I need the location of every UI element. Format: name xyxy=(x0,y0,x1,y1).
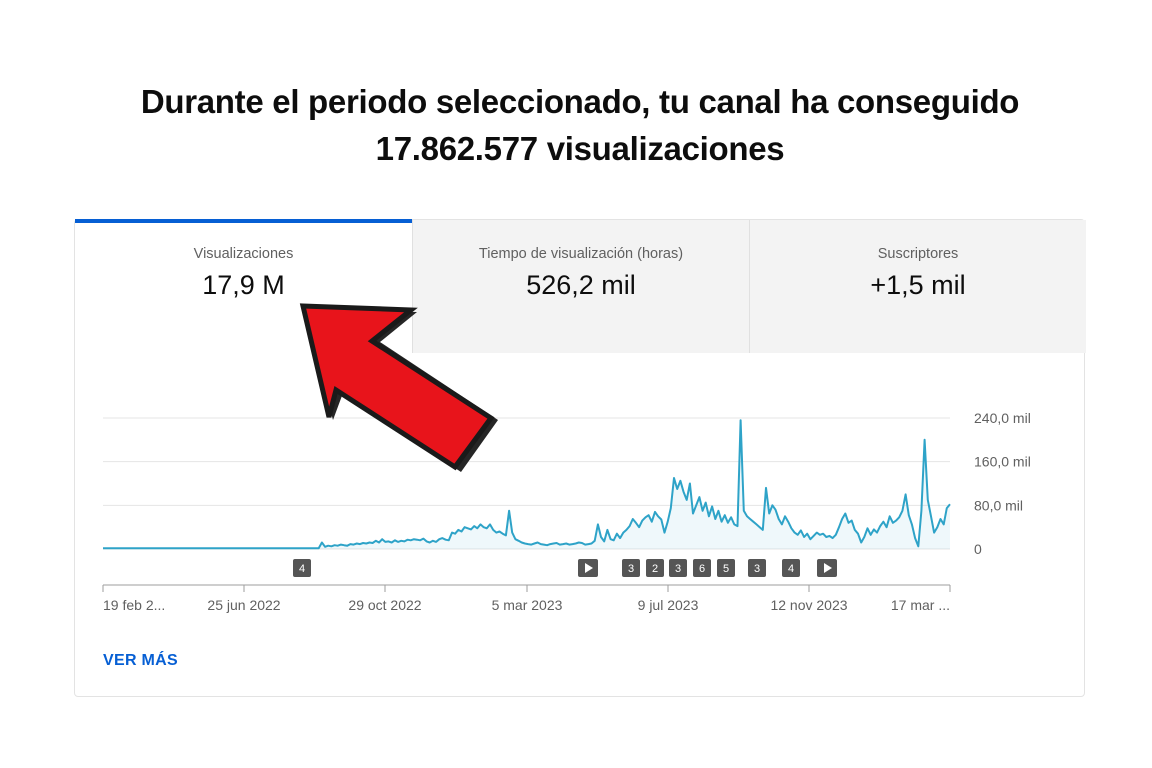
x-tick-label: 5 mar 2023 xyxy=(492,597,563,613)
x-tick-label: 9 jul 2023 xyxy=(638,597,699,613)
tab-subscribers[interactable]: Suscriptores +1,5 mil xyxy=(749,220,1086,353)
headline-line-2: 17.862.577 visualizaciones xyxy=(375,130,785,167)
marker-count: 6 xyxy=(699,563,705,575)
play-icon xyxy=(824,563,832,573)
views-line xyxy=(103,419,951,550)
video-play-marker[interactable] xyxy=(578,559,598,577)
play-icon xyxy=(585,563,593,573)
video-count-marker[interactable]: 4 xyxy=(293,559,311,577)
tab-subscribers-value: +1,5 mil xyxy=(870,270,966,300)
tab-watch-time-value: 526,2 mil xyxy=(526,270,636,300)
tab-subscribers-label: Suscriptores xyxy=(877,246,959,262)
x-tick-label: 29 oct 2022 xyxy=(348,597,421,613)
tab-views[interactable]: Visualizaciones 17,9 M xyxy=(75,219,412,353)
y-tick-label: 160,0 mil xyxy=(974,454,1031,470)
video-count-marker[interactable]: 4 xyxy=(782,559,800,577)
x-tick-label: 12 nov 2023 xyxy=(770,597,847,613)
y-tick-label: 0 xyxy=(974,541,982,557)
video-count-marker[interactable]: 5 xyxy=(717,559,735,577)
x-tick-label: 25 jun 2022 xyxy=(207,597,280,613)
marker-count: 4 xyxy=(299,563,305,575)
marker-count: 3 xyxy=(675,563,681,575)
x-axis-labels: 19 feb 2... 25 jun 2022 29 oct 2022 5 mar 2… xyxy=(102,585,951,613)
tab-views-label: Visualizaciones xyxy=(193,246,294,262)
video-count-marker[interactable]: 3 xyxy=(622,559,640,577)
video-count-marker[interactable]: 3 xyxy=(669,559,687,577)
marker-count: 5 xyxy=(723,563,729,575)
headline: Durante el periodo seleccionado, tu cana… xyxy=(0,78,1152,172)
video-count-marker[interactable]: 6 xyxy=(693,559,711,577)
marker-count: 3 xyxy=(628,563,634,575)
x-tick-label: 17 mar ... xyxy=(891,597,950,613)
video-play-marker[interactable] xyxy=(817,559,837,577)
y-axis-labels: 240,0 mil 160,0 mil 80,0 mil 0 xyxy=(974,410,1031,557)
x-tick-label: 19 feb 2... xyxy=(103,597,165,613)
tab-watch-time-label: Tiempo de visualización (horas) xyxy=(478,246,684,262)
tab-watch-time[interactable]: Tiempo de visualización (horas) 526,2 mi… xyxy=(412,220,749,353)
tab-views-value: 17,9 M xyxy=(202,270,285,300)
marker-count: 4 xyxy=(788,563,794,575)
marker-count: 3 xyxy=(754,563,760,575)
video-count-marker[interactable]: 3 xyxy=(748,559,766,577)
see-more-link[interactable]: VER MÁS xyxy=(103,652,178,669)
headline-line-1: Durante el periodo seleccionado, tu cana… xyxy=(140,83,1020,120)
metric-tabs: Visualizaciones 17,9 M Tiempo de visuali… xyxy=(75,219,1086,353)
marker-count: 2 xyxy=(652,563,658,575)
y-tick-label: 80,0 mil xyxy=(974,497,1023,513)
arrow-up-left-icon xyxy=(299,303,498,472)
video-markers: 4 3 2 3 6 5 3 4 xyxy=(293,559,837,577)
video-count-marker[interactable]: 2 xyxy=(646,559,664,577)
analytics-card: Visualizaciones 17,9 M Tiempo de visuali… xyxy=(74,219,1086,697)
y-tick-label: 240,0 mil xyxy=(974,410,1031,426)
